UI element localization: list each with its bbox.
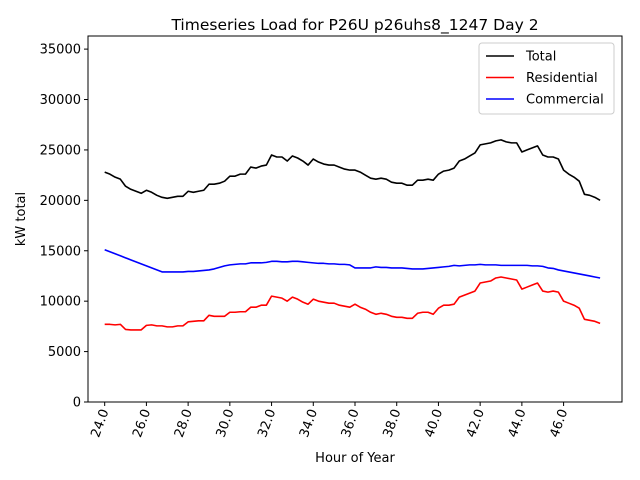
chart-title: Timeseries Load for P26U p26uhs8_1247 Da… bbox=[170, 16, 538, 35]
legend: Total Residential Commercial bbox=[478, 42, 615, 115]
x-tick-label: 28.0 bbox=[172, 407, 196, 439]
x-axis-label: Hour of Year bbox=[315, 451, 395, 466]
y-axis: 0 5000 10000 15000 20000 25000 30000 35000 bbox=[40, 43, 88, 411]
legend-label-commercial: Commercial bbox=[526, 93, 604, 108]
series-line-total bbox=[104, 139, 601, 202]
y-tick-label: 5000 bbox=[48, 345, 81, 360]
legend-label-total: Total bbox=[525, 50, 556, 65]
y-tick-label: 35000 bbox=[40, 43, 81, 58]
legend-label-residential: Residential bbox=[526, 71, 598, 86]
series-line-residential bbox=[104, 276, 601, 331]
x-tick-label: 36.0 bbox=[339, 407, 363, 439]
y-tick-label: 0 bbox=[73, 396, 81, 411]
x-tick-label: 26.0 bbox=[130, 407, 154, 439]
x-tick-label: 42.0 bbox=[464, 407, 488, 439]
x-tick-label: 38.0 bbox=[380, 407, 404, 439]
plot-lines bbox=[104, 139, 601, 331]
y-tick-label: 20000 bbox=[40, 194, 81, 209]
y-tick-label: 30000 bbox=[40, 93, 81, 108]
y-tick-label: 10000 bbox=[40, 295, 81, 310]
x-tick-label: 24.0 bbox=[88, 407, 112, 439]
y-tick-label: 25000 bbox=[40, 143, 81, 158]
x-tick-label: 40.0 bbox=[422, 407, 446, 439]
x-tick-label: 46.0 bbox=[547, 407, 571, 439]
legend-box bbox=[478, 42, 615, 115]
x-tick-label: 32.0 bbox=[255, 407, 279, 439]
x-tick-label: 44.0 bbox=[506, 407, 530, 439]
x-tick-label: 30.0 bbox=[214, 407, 238, 439]
y-axis-label: kW total bbox=[14, 192, 29, 246]
series-line-commercial bbox=[104, 249, 601, 279]
x-tick-label: 34.0 bbox=[297, 407, 321, 439]
y-tick-label: 15000 bbox=[40, 244, 81, 259]
x-axis: 24.0 26.0 28.0 30.0 32.0 34.0 36.0 38.0 40.0 42.0… bbox=[88, 402, 571, 440]
